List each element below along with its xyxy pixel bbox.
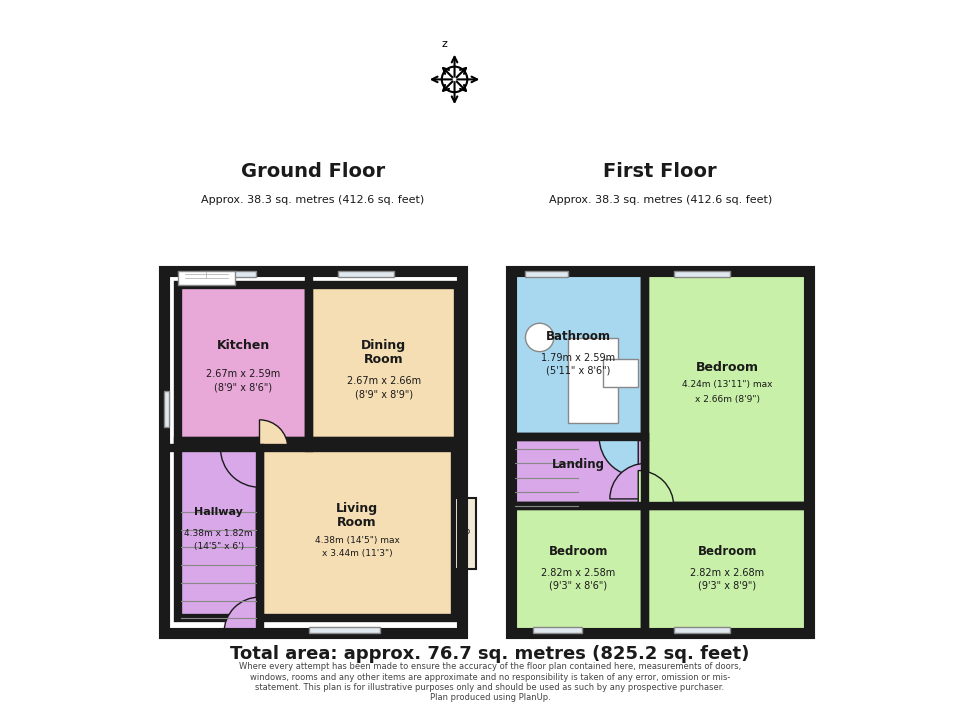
Text: 2.82m x 2.58m: 2.82m x 2.58m: [541, 568, 615, 578]
Bar: [178, 271, 234, 285]
Text: (9'3" x 8'6"): (9'3" x 8'6"): [549, 580, 608, 591]
Text: 2.82m x 2.68m: 2.82m x 2.68m: [690, 568, 764, 578]
Bar: [309, 285, 458, 441]
Bar: [164, 271, 462, 632]
Wedge shape: [220, 448, 260, 487]
Text: x 3.44m (11'3"): x 3.44m (11'3"): [321, 549, 392, 557]
Text: (9'3" x 8'9"): (9'3" x 8'9"): [698, 580, 757, 591]
Bar: [512, 437, 645, 506]
Text: (8'9" x 8'9"): (8'9" x 8'9"): [355, 389, 413, 399]
Bar: [512, 506, 645, 632]
Wedge shape: [638, 471, 673, 506]
Bar: [164, 392, 170, 427]
Text: Landing: Landing: [552, 458, 605, 471]
Text: First Floor: First Floor: [604, 162, 717, 181]
Bar: [337, 271, 394, 276]
Text: 2.67m x 2.66m: 2.67m x 2.66m: [347, 376, 420, 386]
Bar: [673, 271, 730, 276]
Text: Where every attempt has been made to ensure the accuracy of the floor plan conta: Where every attempt has been made to ens…: [239, 662, 741, 702]
Text: 4.38m (14'5") max: 4.38m (14'5") max: [315, 536, 400, 545]
Bar: [260, 441, 455, 619]
Wedge shape: [224, 597, 260, 632]
Bar: [673, 627, 730, 632]
Bar: [645, 271, 809, 506]
Bar: [178, 285, 309, 441]
Text: FP: FP: [461, 529, 470, 538]
Text: 4.38m x 1.82m: 4.38m x 1.82m: [184, 529, 253, 538]
Text: x 2.66m (8'9"): x 2.66m (8'9"): [695, 394, 760, 404]
Bar: [309, 627, 380, 632]
Bar: [512, 271, 645, 437]
Text: Approx. 38.3 sq. metres (412.6 sq. feet): Approx. 38.3 sq. metres (412.6 sq. feet): [201, 195, 424, 205]
Wedge shape: [260, 420, 288, 448]
Text: Total area: approx. 76.7 sq. metres (825.2 sq. feet): Total area: approx. 76.7 sq. metres (825…: [230, 645, 750, 663]
Text: Dining: Dining: [361, 339, 406, 352]
Text: Room: Room: [364, 353, 404, 366]
Bar: [178, 441, 260, 619]
Text: Bathroom: Bathroom: [546, 330, 611, 343]
Text: Bedroom: Bedroom: [696, 361, 759, 374]
Text: (5'11" x 8'6"): (5'11" x 8'6"): [546, 365, 611, 375]
Bar: [512, 271, 809, 632]
Bar: [525, 271, 568, 276]
Text: Room: Room: [337, 516, 377, 529]
Bar: [568, 338, 617, 423]
Bar: [199, 271, 256, 276]
Text: Kitchen: Kitchen: [217, 339, 270, 352]
Text: z: z: [442, 39, 448, 50]
Bar: [532, 627, 582, 632]
Text: Bedroom: Bedroom: [698, 545, 757, 558]
Text: Living: Living: [336, 502, 378, 515]
Wedge shape: [610, 464, 645, 499]
Circle shape: [525, 323, 554, 352]
Text: (14'5" x 6'): (14'5" x 6'): [194, 542, 244, 550]
Text: Ground Floor: Ground Floor: [241, 162, 385, 181]
Text: 1.79m x 2.59m: 1.79m x 2.59m: [541, 352, 615, 362]
Wedge shape: [599, 437, 638, 476]
Text: Approx. 38.3 sq. metres (412.6 sq. feet): Approx. 38.3 sq. metres (412.6 sq. feet): [549, 195, 772, 205]
Bar: [455, 498, 476, 569]
Text: (8'9" x 8'6"): (8'9" x 8'6"): [215, 383, 272, 393]
Text: Bedroom: Bedroom: [549, 545, 608, 558]
Text: 4.24m (13'11") max: 4.24m (13'11") max: [682, 380, 772, 389]
Bar: [645, 506, 809, 632]
Bar: [603, 359, 638, 387]
Text: 2.67m x 2.59m: 2.67m x 2.59m: [207, 369, 280, 379]
Text: Hallway: Hallway: [194, 507, 243, 517]
